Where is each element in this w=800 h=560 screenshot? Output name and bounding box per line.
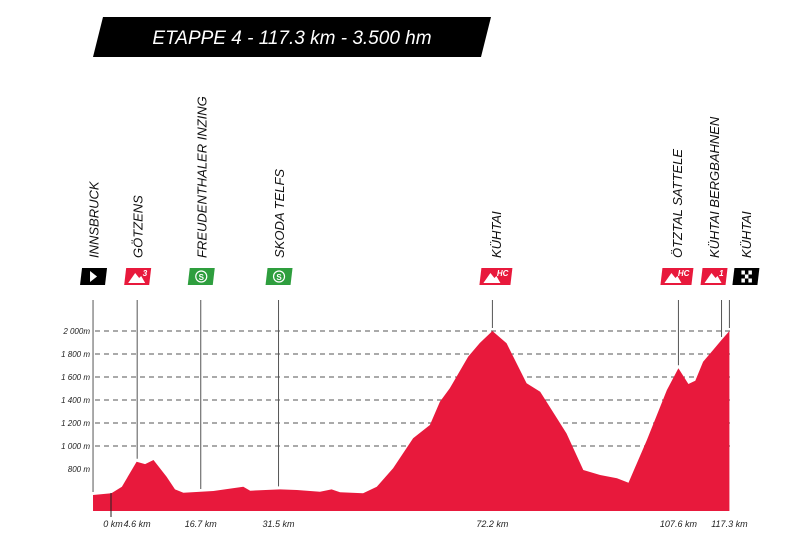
climb-category: 3 bbox=[143, 269, 148, 278]
x-tick-label: 4.6 km bbox=[124, 519, 152, 529]
y-tick-label: 800 m bbox=[68, 465, 91, 474]
marker-freudenthaler-inzing: S FREUDENTHALER INZING bbox=[187, 96, 215, 489]
y-tick-label: 1 200 m bbox=[61, 419, 90, 428]
y-axis-labels: 2 000m 1 800 m 1 600 m 1 400 m 1 200 m 1 000 … bbox=[61, 327, 90, 474]
sprint-badge bbox=[187, 268, 215, 285]
checkered-flag-icon bbox=[741, 270, 745, 275]
marker-name: FREUDENTHALER INZING bbox=[194, 96, 209, 258]
marker-name: INNSBRUCK bbox=[87, 180, 102, 258]
sprint-icon bbox=[195, 270, 208, 283]
marker-name: GÖTZENS bbox=[131, 195, 146, 258]
x-axis-labels: 0 km 4.6 km 16.7 km 31.5 km 72.2 km 107.6 km 1… bbox=[103, 493, 748, 529]
marker--tztal-sattele: HC ÖTZTAL SATTELE bbox=[660, 149, 694, 366]
checkered-flag-icon bbox=[741, 278, 745, 283]
play-icon bbox=[90, 271, 98, 282]
x-tick-label: 0 km bbox=[103, 519, 123, 529]
mountain-icon bbox=[128, 273, 146, 283]
climb-category: HC bbox=[678, 269, 690, 278]
checkered-flag-icon bbox=[748, 278, 752, 283]
climb-category: HC bbox=[497, 269, 509, 278]
marker-skoda-telfs: S SKODA TELFS bbox=[265, 169, 293, 487]
mountain-icon bbox=[483, 273, 501, 283]
sprint-icon bbox=[272, 270, 286, 283]
elevation-profile-area bbox=[93, 331, 730, 511]
sprint-badge bbox=[265, 268, 293, 285]
checkered-flag-icon bbox=[748, 270, 752, 275]
y-tick-label: 1 800 m bbox=[61, 350, 90, 359]
checkered-flag-icon bbox=[744, 274, 749, 279]
x-tick-label: 31.5 km bbox=[263, 519, 296, 529]
mountain-icon bbox=[704, 273, 722, 283]
marker-k-htai: HC KÜHTAI bbox=[479, 211, 513, 328]
y-tick-label: 1 400 m bbox=[61, 396, 90, 405]
y-tick-label: 1 600 m bbox=[61, 373, 90, 382]
marker-g-tzens: 3 GÖTZENS bbox=[124, 195, 152, 459]
x-tick-label: 16.7 km bbox=[185, 519, 218, 529]
climb-category: 1 bbox=[719, 269, 724, 278]
gridlines bbox=[95, 330, 732, 447]
x-tick-label: 72.2 km bbox=[476, 519, 509, 529]
y-tick-label: 2 000m bbox=[62, 327, 90, 336]
marker-name: ÖTZTAL SATTELE bbox=[670, 149, 685, 258]
marker-k-htai: KÜHTAI bbox=[728, 211, 760, 328]
title-banner: ETAPPE 4 - 117.3 km - 3.500 hm bbox=[93, 17, 491, 57]
marker-name: KÜHTAI BERGBAHNEN bbox=[707, 116, 722, 258]
marker-name: SKODA TELFS bbox=[272, 169, 287, 258]
marker-name: KÜHTAI bbox=[489, 211, 504, 258]
marker-k-htai-bergbahnen: 1 KÜHTAI BERGBAHNEN bbox=[700, 116, 728, 337]
x-tick-label: 117.3 km bbox=[711, 519, 748, 529]
x-tick-label: 107.6 km bbox=[660, 519, 698, 529]
marker-name: KÜHTAI bbox=[739, 211, 754, 258]
stage-title: ETAPPE 4 - 117.3 km - 3.500 hm bbox=[152, 28, 431, 49]
mountain-icon bbox=[664, 273, 682, 283]
y-tick-label: 1 000 m bbox=[61, 442, 90, 451]
sprint-letter: S bbox=[276, 273, 282, 282]
marker-innsbruck: INNSBRUCK bbox=[80, 180, 108, 492]
title-banner-background bbox=[93, 17, 491, 57]
sprint-letter: S bbox=[199, 273, 205, 282]
